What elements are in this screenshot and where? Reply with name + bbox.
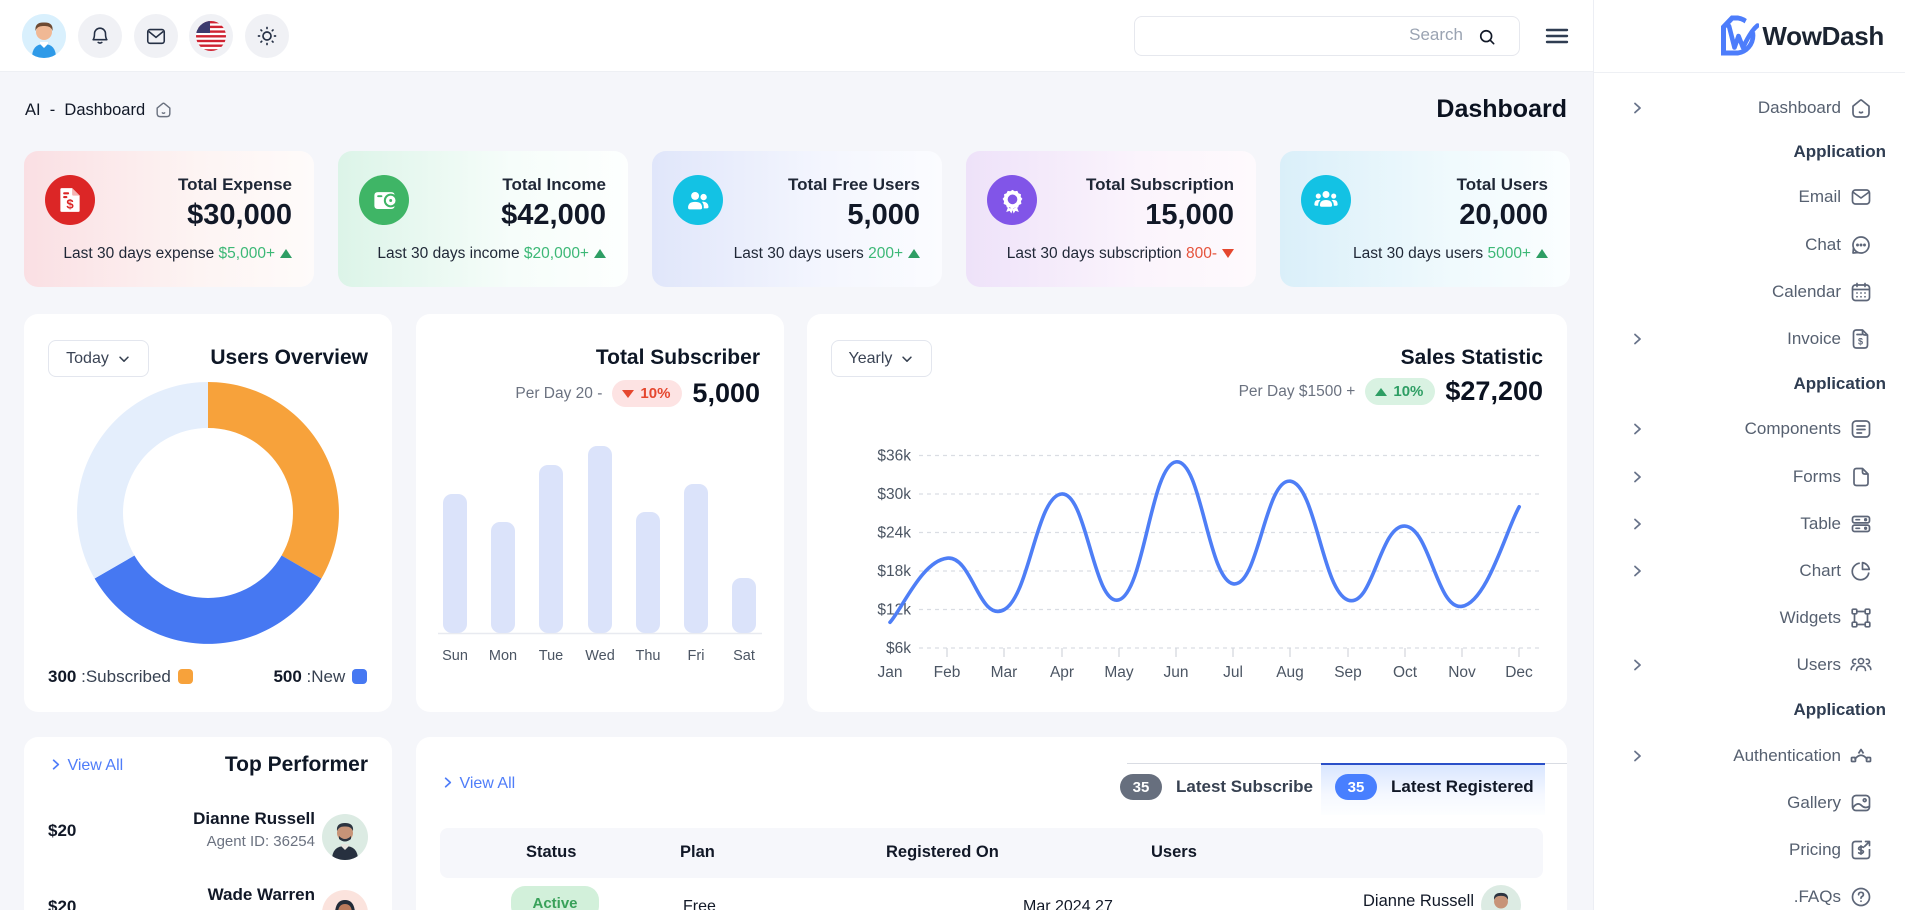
svg-text:$18k: $18k (877, 563, 911, 580)
svg-text:Sun: Sun (442, 648, 468, 664)
svg-text:Fri: Fri (688, 648, 705, 664)
svg-text:Dec: Dec (1505, 664, 1533, 681)
svg-text:Tue: Tue (539, 648, 563, 664)
svg-text:Jan: Jan (878, 664, 903, 681)
svg-text:Mon: Mon (489, 648, 517, 664)
svg-text:Sep: Sep (1334, 664, 1362, 681)
svg-text:$: $ (66, 197, 74, 212)
svg-text:$24k: $24k (877, 525, 911, 542)
svg-text:Aug: Aug (1276, 664, 1304, 681)
svg-text:Oct: Oct (1393, 664, 1418, 681)
svg-text:$: $ (1858, 336, 1863, 346)
svg-text:Mar: Mar (991, 664, 1018, 681)
svg-text:$30k: $30k (877, 486, 911, 503)
svg-text:$36k: $36k (877, 448, 911, 465)
svg-text:Nov: Nov (1448, 664, 1476, 681)
svg-text:Sat: Sat (733, 648, 755, 664)
svg-text:Thu: Thu (636, 648, 661, 664)
svg-text:Feb: Feb (934, 664, 961, 681)
svg-text:May: May (1104, 664, 1134, 681)
svg-text:Wed: Wed (585, 648, 615, 664)
svg-text:Jul: Jul (1223, 664, 1243, 681)
svg-text:$6k: $6k (886, 640, 911, 657)
svg-text:Apr: Apr (1050, 664, 1074, 681)
svg-text:Jun: Jun (1164, 664, 1189, 681)
